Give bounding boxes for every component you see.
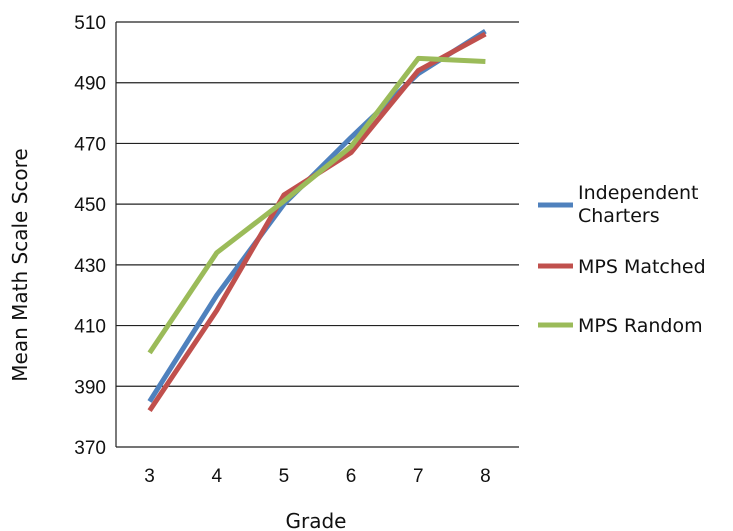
gridlines xyxy=(115,21,519,448)
y-tick-label: 510 xyxy=(74,13,106,34)
x-tick-label: 4 xyxy=(211,466,222,487)
x-axis-title: Grade xyxy=(286,509,347,531)
y-tick-label: 410 xyxy=(74,317,106,338)
x-tick-labels: 3 4 5 6 7 8 xyxy=(144,466,490,487)
legend-label: MPS Matched xyxy=(578,256,706,278)
y-tick-labels: 510 490 470 450 430 410 390 370 xyxy=(74,13,106,459)
y-tick-label: 370 xyxy=(74,438,106,459)
y-tick-label: 430 xyxy=(74,256,106,277)
x-tick-label: 5 xyxy=(279,466,290,487)
legend-label: MPS Random xyxy=(578,315,703,337)
y-tick-label: 450 xyxy=(74,195,106,216)
x-tick-label: 7 xyxy=(413,466,424,487)
legend-label: Independent Charters xyxy=(578,182,698,227)
series-lines xyxy=(147,28,487,412)
series-line-mps-random xyxy=(147,55,486,355)
y-axis-title: Mean Math Scale Score xyxy=(8,148,32,381)
y-tick-label: 390 xyxy=(74,377,106,398)
x-tick-label: 6 xyxy=(346,466,357,487)
y-tick-label: 490 xyxy=(74,74,106,95)
x-tick-label: 3 xyxy=(144,466,155,487)
x-tick-label: 8 xyxy=(480,466,491,487)
series-line-independent-charters xyxy=(147,28,487,403)
y-tick-label: 470 xyxy=(74,134,106,155)
series-line-mps-matched xyxy=(147,31,487,412)
legend: Independent Charters MPS Matched MPS Random xyxy=(538,182,706,337)
